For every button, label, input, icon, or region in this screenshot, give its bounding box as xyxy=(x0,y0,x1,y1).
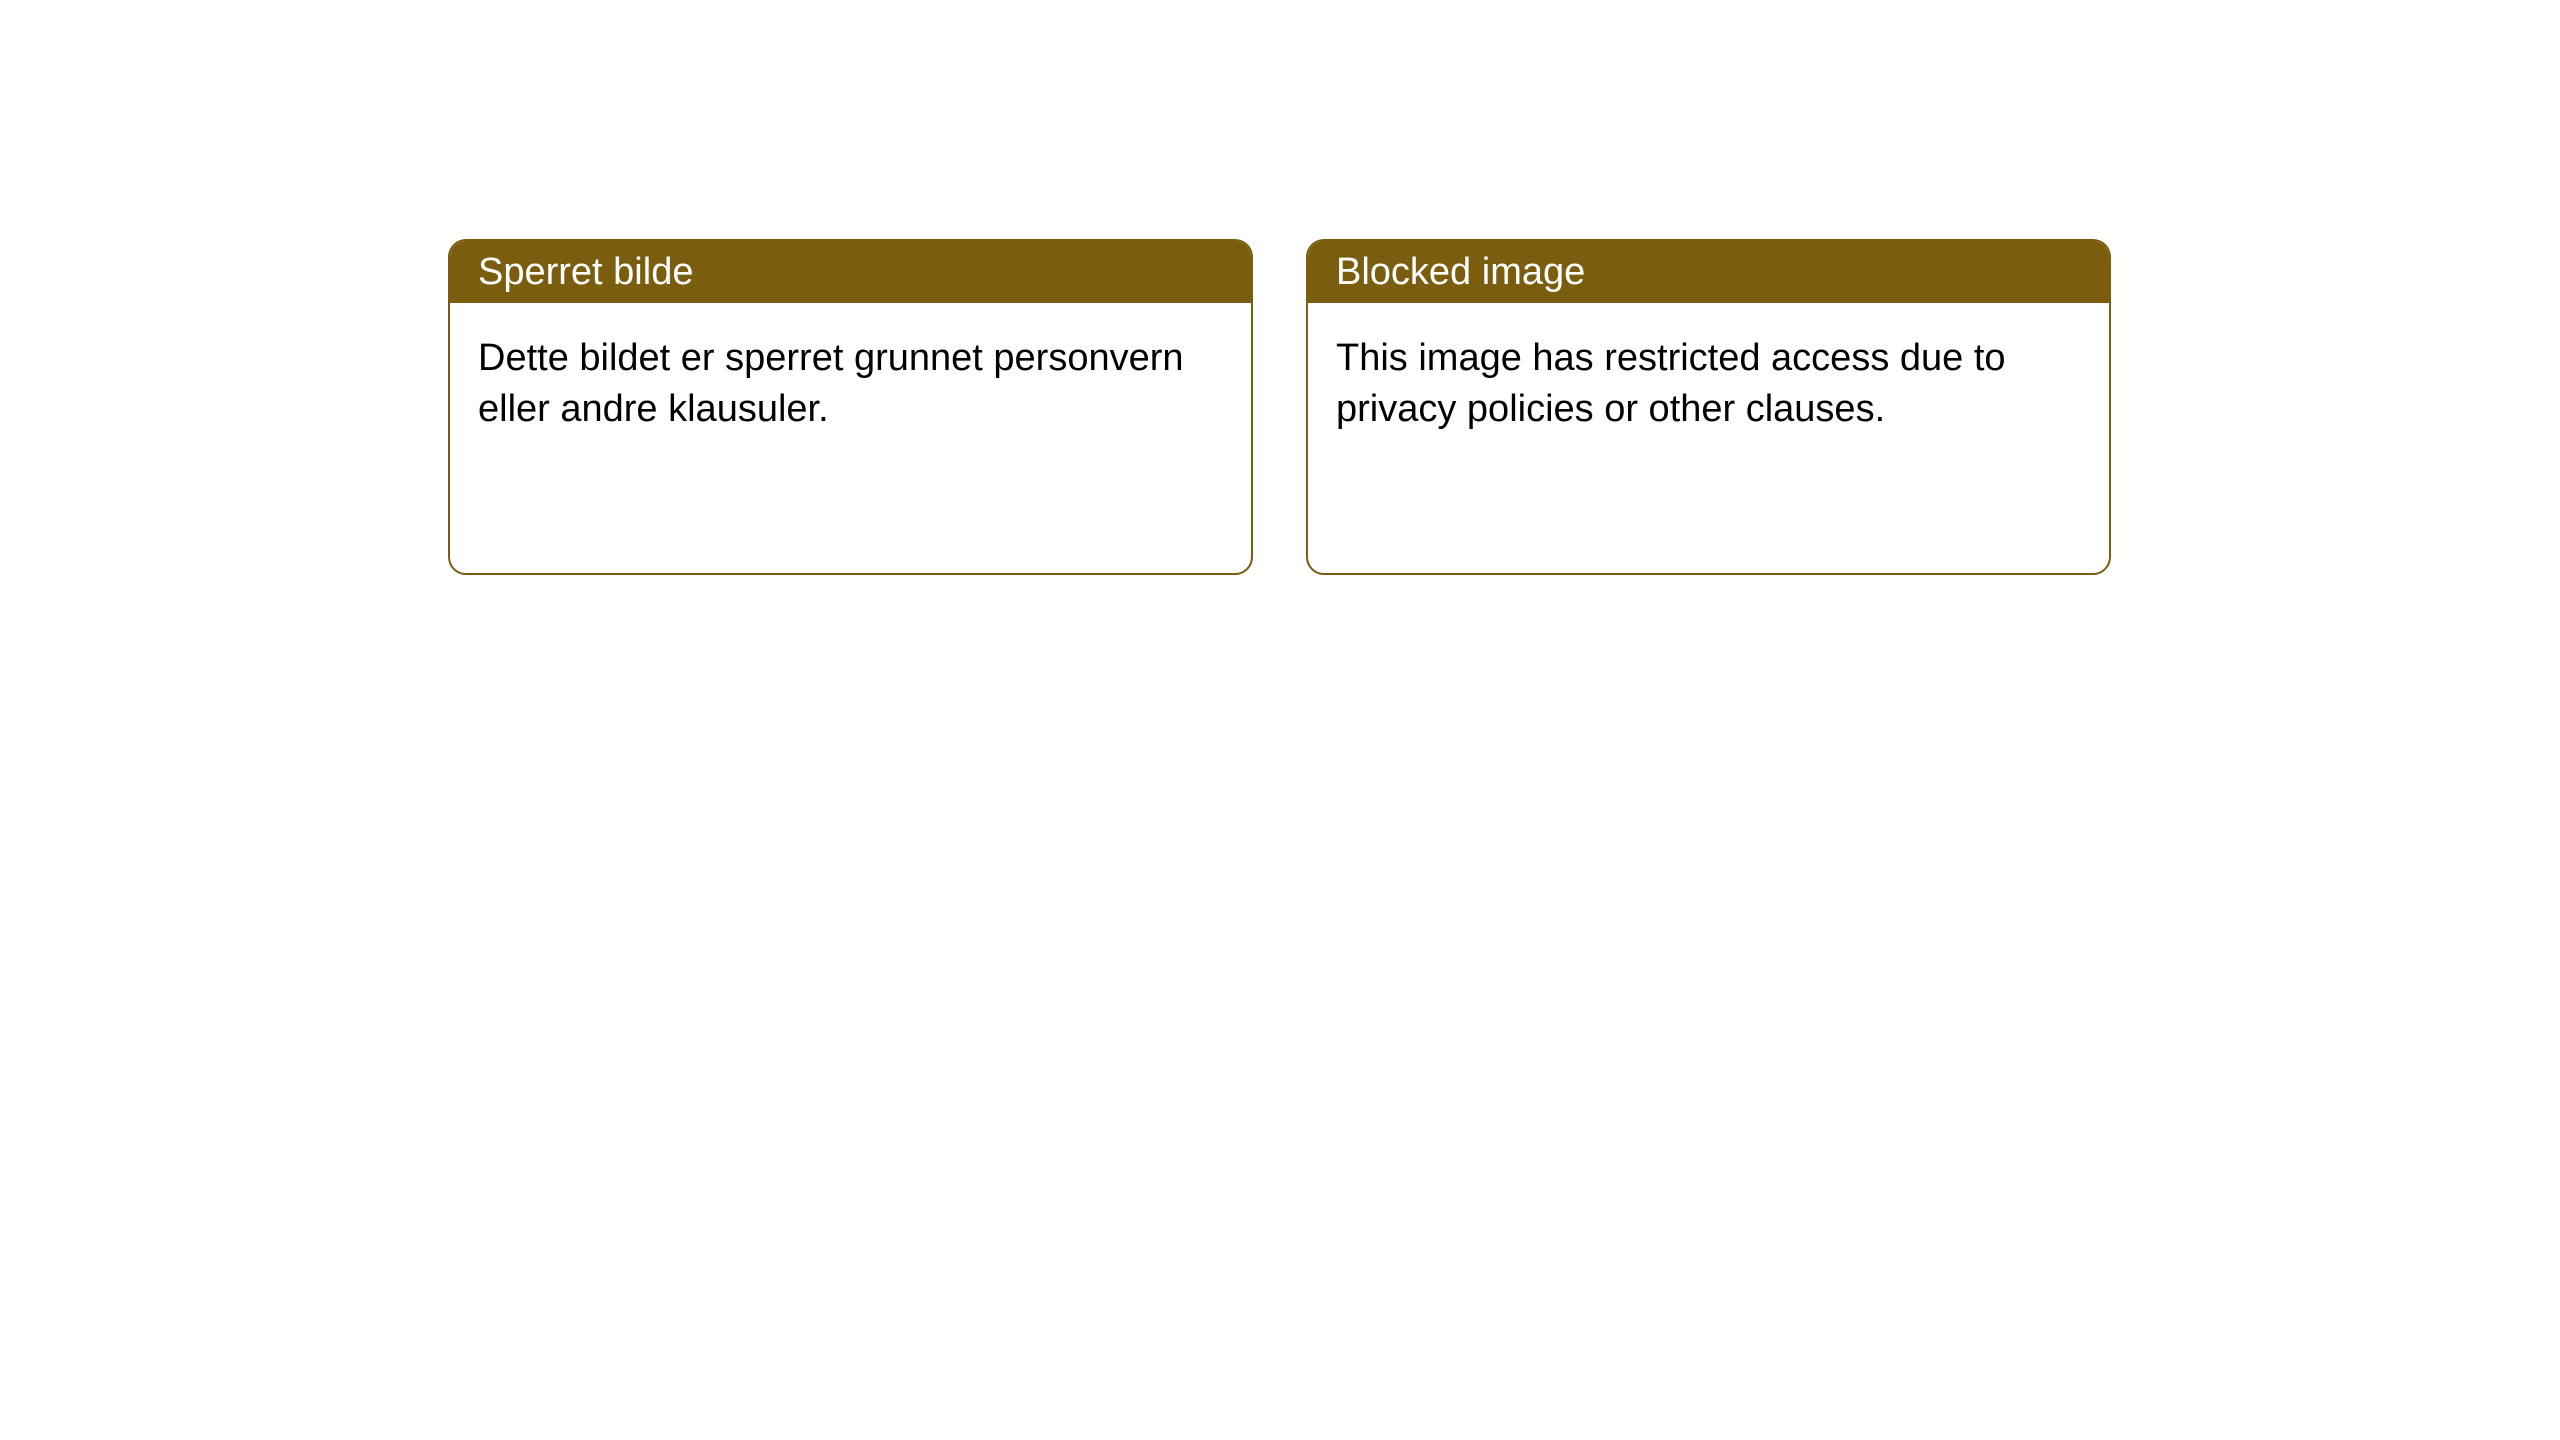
blocked-image-card-no: Sperret bilde Dette bildet er sperret gr… xyxy=(448,239,1253,575)
blocked-image-card-en: Blocked image This image has restricted … xyxy=(1306,239,2111,575)
card-body: This image has restricted access due to … xyxy=(1308,303,2109,466)
card-title: Blocked image xyxy=(1336,251,1585,294)
card-body: Dette bildet er sperret grunnet personve… xyxy=(450,303,1251,466)
card-body-text: This image has restricted access due to … xyxy=(1336,337,2006,430)
card-body-text: Dette bildet er sperret grunnet personve… xyxy=(478,337,1184,430)
card-title: Sperret bilde xyxy=(478,251,693,294)
card-header: Sperret bilde xyxy=(450,241,1251,303)
card-header: Blocked image xyxy=(1308,241,2109,303)
cards-container: Sperret bilde Dette bildet er sperret gr… xyxy=(448,239,2111,575)
